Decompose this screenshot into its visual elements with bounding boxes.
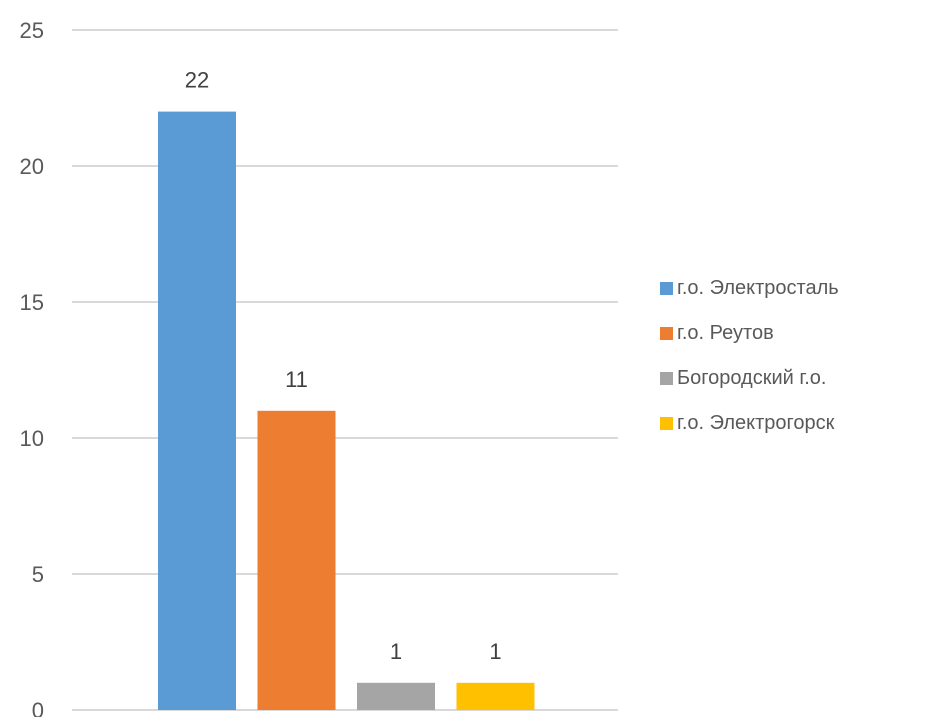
y-tick-label: 10 <box>20 426 44 451</box>
y-tick-label: 0 <box>32 698 44 717</box>
y-tick-label: 25 <box>20 18 44 43</box>
legend-label: Богородский г.о. <box>677 367 827 389</box>
data-label: 1 <box>390 639 402 664</box>
legend-item-bogorodsky: Богородский г.о. <box>660 356 839 401</box>
bar <box>257 410 336 710</box>
data-label: 11 <box>285 367 308 392</box>
y-axis-ticks: 0 5 10 15 20 25 <box>20 18 44 717</box>
legend-swatch <box>660 327 673 340</box>
data-label: 22 <box>185 68 209 93</box>
data-label: 1 <box>489 639 501 664</box>
legend-swatch <box>660 282 673 295</box>
legend-swatch <box>660 372 673 385</box>
legend-label: г.о. Электрогорск <box>677 412 835 434</box>
bar <box>456 682 535 710</box>
bars <box>158 111 535 711</box>
bar <box>158 111 236 711</box>
y-tick-label: 5 <box>32 562 44 587</box>
legend-item-elektrogorsk: г.о. Электрогорск <box>660 401 839 446</box>
legend-swatch <box>660 417 673 430</box>
gridlines <box>72 29 618 711</box>
bar <box>357 682 435 710</box>
y-tick-label: 20 <box>20 154 44 179</box>
y-tick-label: 15 <box>20 290 44 315</box>
legend-item-elektrostal: г.о. Электросталь <box>660 266 839 311</box>
legend-item-reutov: г.о. Реутов <box>660 311 839 356</box>
legend-label: г.о. Электросталь <box>677 277 839 299</box>
legend: г.о. Электросталь г.о. Реутов Богородски… <box>660 266 839 446</box>
legend-label: г.о. Реутов <box>677 322 774 344</box>
